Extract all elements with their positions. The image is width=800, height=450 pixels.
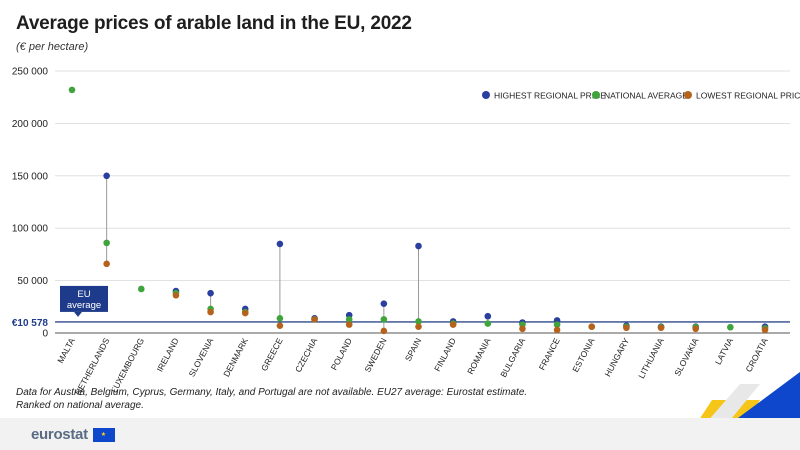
point-highest <box>484 312 492 320</box>
eu-average-value-label: €10 578 <box>12 318 49 329</box>
point-national <box>380 316 388 323</box>
point-national <box>727 323 734 331</box>
point-national <box>138 285 145 293</box>
point-national <box>415 318 422 325</box>
x-tick-label: SLOVAKIA <box>672 336 700 378</box>
x-tick-label: BULGARIA <box>498 336 527 379</box>
x-tick-label: LITHUANIA <box>636 336 666 380</box>
x-tick-label: DENMARK <box>221 336 250 379</box>
legend-label-national: NATIONAL AVERAGE <box>604 91 688 101</box>
x-tick-label: IRELAND <box>155 336 181 373</box>
x-tick-label: SPAIN <box>403 336 424 363</box>
point-lowest <box>207 308 214 316</box>
eu-average-box-label: EU <box>77 289 90 300</box>
x-tick-label: POLAND <box>329 336 354 372</box>
point-lowest <box>103 260 110 268</box>
eu-average-box-pointer <box>74 311 82 317</box>
point-lowest <box>415 323 422 331</box>
y-tick-label: 200 000 <box>12 119 49 130</box>
deco-blue-shape <box>738 372 800 418</box>
point-lowest <box>172 291 180 299</box>
point-national <box>484 320 492 327</box>
x-tick-label: CROATIA <box>743 336 769 374</box>
legend-marker-national <box>592 91 600 99</box>
note-line-1: Data for Austria, Belgium, Cyprus, Germa… <box>16 387 528 398</box>
chart-subtitle: (€ per hectare) <box>16 41 89 53</box>
point-highest <box>415 242 422 250</box>
y-tick-label: 0 <box>42 329 48 340</box>
point-national <box>276 315 284 322</box>
x-tick-label: ROMANIA <box>465 336 493 376</box>
point-national <box>68 86 76 94</box>
point-national <box>553 321 561 328</box>
point-lowest <box>623 324 630 332</box>
point-lowest <box>345 321 353 328</box>
point-lowest <box>241 309 249 317</box>
y-tick-label: 250 000 <box>12 67 49 78</box>
legend-marker-highest <box>482 91 490 99</box>
legend-marker-lowest <box>684 91 692 99</box>
point-highest <box>276 240 284 248</box>
eurostat-logo[interactable]: eurostat ★ <box>31 426 115 443</box>
point-lowest <box>657 324 665 332</box>
point-highest <box>380 300 388 307</box>
point-national <box>345 316 353 323</box>
x-tick-label: MALTA <box>55 336 77 365</box>
note-line-2: Ranked on national average. <box>16 400 144 411</box>
x-tick-label: ESTONIA <box>570 336 596 374</box>
point-lowest <box>588 323 596 331</box>
x-tick-label: SLOVENIA <box>187 336 216 379</box>
point-national <box>103 239 110 247</box>
eu-flag-icon: ★ <box>92 427 115 442</box>
legend-label-highest: HIGHEST REGIONAL PRICE <box>494 91 606 101</box>
range-stems <box>106 175 766 331</box>
y-tick-label: 100 000 <box>12 224 49 235</box>
decorative-corner <box>700 372 800 418</box>
point-lowest <box>276 322 284 329</box>
data-points <box>68 86 769 335</box>
x-tick-label: FRANCE <box>537 336 562 372</box>
chart-svg: 0 50 000 100 000 150 000 200 000 250 000 €10 … <box>12 67 800 418</box>
point-lowest <box>311 316 318 323</box>
x-tick-label: GREECE <box>259 336 285 373</box>
chart-note: Data for Austria, Belgium, Cyprus, Germa… <box>16 386 527 412</box>
chart-title: Average prices of arable land in the EU,… <box>16 13 412 34</box>
x-tick-label: SWEDEN <box>362 336 388 374</box>
gridlines <box>55 70 790 334</box>
eu-average-box <box>60 285 108 312</box>
point-lowest <box>449 321 457 328</box>
point-lowest <box>761 326 769 334</box>
y-tick-label: 150 000 <box>12 171 49 182</box>
y-tick-labels: 0 50 000 100 000 150 000 200 000 250 000 <box>12 67 49 340</box>
point-lowest <box>519 325 526 333</box>
eu-average-box-label: average <box>67 300 101 311</box>
chart-card: Average prices of arable land in the EU,… <box>0 0 800 418</box>
point-lowest <box>553 326 561 334</box>
point-highest <box>103 172 110 180</box>
footer: eurostat ★ <box>0 418 800 450</box>
logo-text: eurostat <box>31 426 88 443</box>
deco-light-shape <box>710 384 760 418</box>
x-tick-label: CZECHIA <box>293 336 319 374</box>
x-tick-label: HUNGARY <box>602 336 631 378</box>
legend-label-lowest: LOWEST REGIONAL PRICE <box>696 91 800 101</box>
point-lowest <box>692 325 699 333</box>
x-tick-label: FINLAND <box>432 336 458 373</box>
point-lowest <box>380 327 388 335</box>
point-highest <box>207 289 214 297</box>
y-tick-label: 50 000 <box>17 276 48 287</box>
x-tick-label: LATVIA <box>713 336 735 366</box>
